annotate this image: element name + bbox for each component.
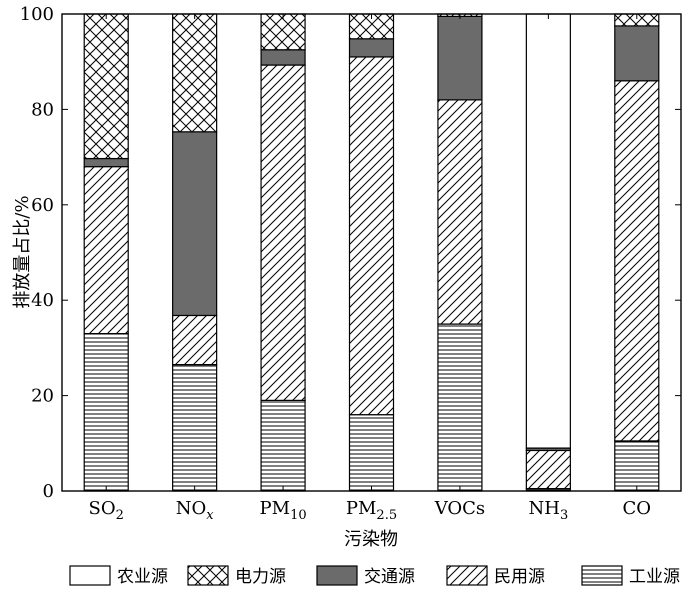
legend-label: 工业源 — [629, 567, 680, 587]
bar-segment-3-2 — [260, 64, 306, 401]
bar-segment-5-1 — [437, 323, 483, 492]
legend: 农业源 电力源 交通源 民用源 工业源 — [69, 565, 680, 587]
y-tick-label: 60 — [31, 195, 54, 216]
legend-item: 民用源 — [446, 565, 545, 587]
bar-segment-4-3 — [348, 38, 395, 58]
plot-frame — [61, 13, 682, 492]
x-tick-label: PM10 — [260, 498, 307, 523]
bar-segment-5-2 — [437, 99, 483, 325]
legend-item: 农业源 — [69, 565, 168, 587]
x-tick-label: NH3 — [528, 498, 568, 523]
bar-segment-2-4 — [172, 13, 218, 133]
bar-segment-2-3 — [172, 131, 218, 317]
bar-segment-2-2 — [172, 314, 218, 366]
bar-segment-7-3 — [614, 25, 660, 82]
bar-segment-4-1 — [348, 414, 395, 492]
bar-segment-4-2 — [348, 56, 395, 416]
bar-segment-3-3 — [260, 49, 306, 66]
x-tick-label: VOCs — [434, 498, 485, 519]
bar-segment-1-1 — [83, 332, 129, 492]
bar-segment-1-2 — [83, 166, 129, 335]
y-tick-label: 20 — [31, 386, 54, 407]
bar-segment-3-1 — [260, 399, 306, 492]
bar-segment-1-3 — [83, 157, 129, 168]
legend-item: 工业源 — [581, 565, 680, 587]
bar-segment-3-4 — [260, 13, 306, 51]
bar-segment-7-1 — [614, 440, 660, 492]
legend-item: 交通源 — [316, 565, 415, 587]
bar-segment-6-5 — [525, 13, 571, 449]
x-tick-label: PM2.5 — [346, 498, 397, 523]
legend-swatch — [316, 565, 358, 586]
x-tick-label: NOx — [176, 498, 215, 523]
legend-swatch — [69, 565, 111, 586]
bar-segment-1-4 — [83, 13, 129, 160]
legend-label: 农业源 — [117, 567, 168, 587]
legend-item: 电力源 — [187, 565, 286, 587]
legend-swatch — [581, 565, 623, 586]
bar-segment-5-3 — [437, 15, 483, 101]
bar-segment-7-2 — [614, 80, 660, 442]
y-tick-label: 100 — [20, 4, 54, 25]
legend-label: 交通源 — [364, 567, 415, 587]
legend-swatch — [446, 565, 488, 586]
x-tick-label: SO2 — [89, 498, 124, 523]
bar-segment-2-1 — [172, 363, 218, 492]
y-tick-label: 80 — [31, 99, 54, 120]
y-tick-label: 0 — [43, 481, 54, 502]
x-axis-title: 污染物 — [344, 529, 398, 550]
bar-segment-6-2 — [525, 449, 571, 490]
y-axis-title: 排放量占比/% — [12, 195, 33, 308]
legend-label: 民用源 — [494, 567, 545, 587]
legend-swatch — [187, 565, 229, 586]
x-tick-label: CO — [623, 498, 652, 519]
legend-label: 电力源 — [235, 567, 286, 587]
y-tick-label: 40 — [31, 290, 54, 311]
